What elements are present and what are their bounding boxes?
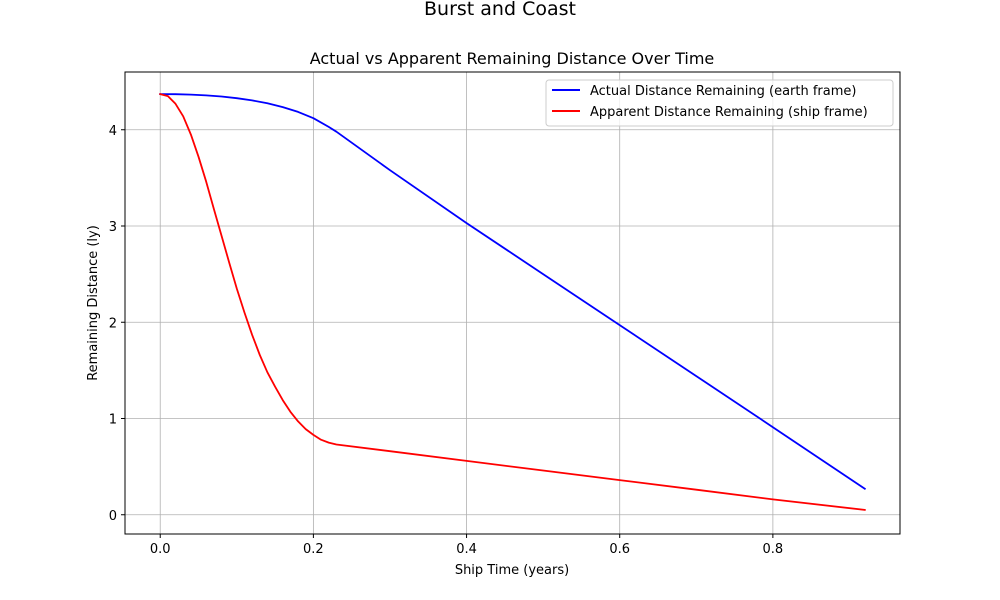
series-line-apparent bbox=[159, 93, 866, 511]
x-axis-ticks: 0.0 0.2 0.4 0.6 0.8 bbox=[150, 534, 783, 557]
y-axis-ticks: 0 1 2 3 4 bbox=[109, 124, 125, 524]
series-line-actual bbox=[159, 93, 867, 491]
plot-frame bbox=[124, 71, 901, 535]
legend: Actual Distance Remaining (earth frame) … bbox=[545, 79, 894, 127]
y-tick-label: 3 bbox=[109, 220, 117, 235]
x-axis-label: Ship Time (years) bbox=[455, 563, 569, 578]
x-tick-label: 0.2 bbox=[303, 542, 324, 557]
plot-area: 0.0 0.2 0.4 0.6 0.8 0 1 2 3 4 bbox=[109, 71, 901, 557]
legend-label-apparent: Apparent Distance Remaining (ship frame) bbox=[590, 105, 868, 120]
y-tick-label: 4 bbox=[109, 124, 117, 139]
y-tick-label: 2 bbox=[109, 316, 117, 331]
figure-suptitle: Burst and Coast bbox=[424, 0, 576, 20]
legend-box bbox=[545, 79, 894, 127]
x-tick-label: 0.8 bbox=[763, 542, 784, 557]
x-tick-label: 0.6 bbox=[609, 542, 630, 557]
legend-entry-apparent: Apparent Distance Remaining (ship frame) bbox=[552, 105, 868, 120]
plot-background bbox=[125, 72, 900, 534]
x-tick-label: 0.4 bbox=[456, 542, 477, 557]
legend-entry-actual: Actual Distance Remaining (earth frame) bbox=[552, 84, 856, 99]
x-tick-label: 0.0 bbox=[150, 542, 171, 557]
series-lines bbox=[159, 93, 867, 511]
y-axis-label: Remaining Distance (ly) bbox=[86, 225, 101, 381]
legend-label-actual: Actual Distance Remaining (earth frame) bbox=[590, 84, 856, 99]
y-tick-label: 0 bbox=[109, 509, 117, 524]
y-tick-label: 1 bbox=[109, 413, 117, 428]
grid bbox=[125, 72, 900, 534]
chart-title: Actual vs Apparent Remaining Distance Ov… bbox=[310, 49, 715, 68]
